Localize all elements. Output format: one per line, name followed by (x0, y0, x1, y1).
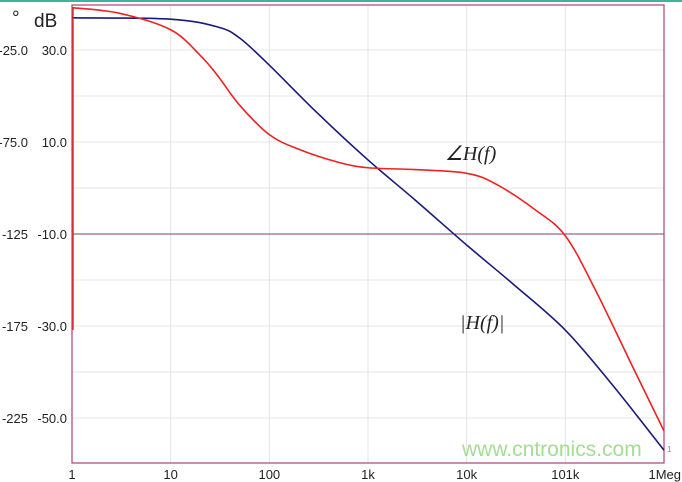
x-tick-label: 10 (163, 467, 177, 482)
db-tick-label: -10.0 (37, 227, 67, 242)
magnitude-curve (71, 17, 665, 451)
end-marker: 1 (667, 445, 672, 454)
top-accent-bar (0, 0, 682, 2)
grid (72, 5, 664, 463)
phase-curve-label: ∠H(f) (445, 143, 497, 165)
watermark: www.cntronics.com (461, 438, 642, 461)
x-tick-label: 1k (361, 467, 375, 482)
plot-frame (71, 4, 665, 464)
phase-tick-label: -25.0 (0, 43, 28, 58)
phase-unit-label: ° (12, 8, 20, 29)
db-tick-label: 30.0 (42, 43, 67, 58)
phase-tick-label: -175 (2, 319, 28, 334)
series (71, 6, 665, 451)
db-unit-label: dB (34, 11, 57, 32)
x-tick-label: 101k (551, 467, 580, 482)
x-tick-label: 10k (456, 467, 477, 482)
phase-tick-label: -125 (2, 227, 28, 242)
magnitude-curve-label: |H(f)| (460, 312, 504, 334)
x-tick-label: 100 (258, 467, 280, 482)
x-tick-label: 1Meg (648, 467, 681, 482)
phase-curve (71, 6, 665, 432)
x-tick-label: 1 (68, 467, 75, 482)
db-tick-label: -30.0 (37, 319, 67, 334)
db-tick-label: 10.0 (42, 135, 67, 150)
ticks: 1 10 100 1k 10k 101k 1Meg 30.0 -25.0 10.0 -75.0 -10… (0, 43, 681, 482)
db-tick-label: -50.0 (37, 411, 67, 426)
phase-tick-label: -225 (2, 411, 28, 426)
phase-tick-label: -75.0 (0, 135, 28, 150)
